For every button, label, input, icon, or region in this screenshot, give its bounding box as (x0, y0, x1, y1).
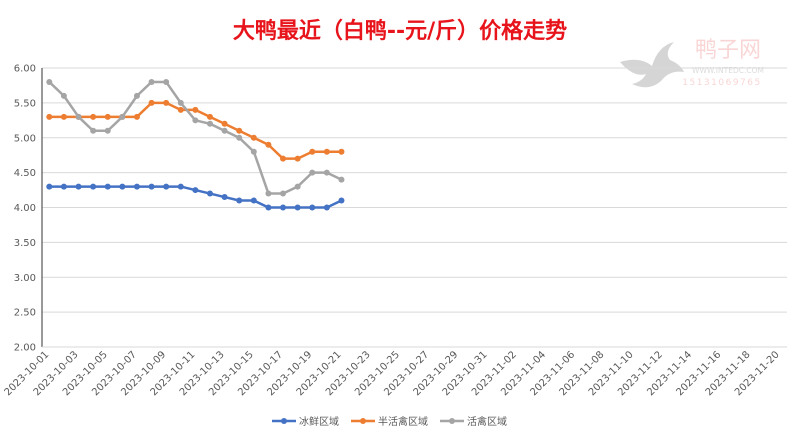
data-point (104, 127, 111, 134)
data-point (104, 183, 111, 190)
legend-item: 活禽区域 (440, 415, 507, 428)
data-point (323, 204, 330, 211)
data-point (206, 120, 213, 127)
data-point (163, 99, 170, 106)
data-point (338, 148, 345, 155)
legend-label: 活禽区域 (467, 415, 507, 428)
legend-label: 冰鲜区域 (299, 415, 339, 428)
data-point (280, 204, 287, 211)
y-tick-label: 6.00 (14, 64, 36, 75)
data-point (250, 197, 257, 204)
y-tick-label: 4.50 (14, 168, 36, 179)
data-point (90, 127, 97, 134)
data-point (46, 183, 53, 190)
data-point (294, 155, 301, 162)
data-point (133, 92, 140, 99)
y-tick-label: 5.50 (14, 98, 36, 109)
data-point (265, 141, 272, 148)
data-point (104, 113, 111, 120)
data-point (323, 148, 330, 155)
data-point (148, 99, 155, 106)
legend-swatch-marker (281, 418, 287, 424)
data-point (46, 113, 53, 120)
data-point (75, 183, 82, 190)
data-point (206, 113, 213, 120)
y-tick-label: 3.00 (14, 273, 36, 284)
data-point (221, 120, 228, 127)
data-point (236, 197, 243, 204)
legend-swatch-marker (360, 418, 366, 424)
legend-label: 半活禽区域 (378, 415, 428, 428)
data-point (177, 99, 184, 106)
data-point (294, 204, 301, 211)
data-point (90, 183, 97, 190)
data-point (280, 190, 287, 197)
data-point (192, 187, 199, 194)
data-point (163, 183, 170, 190)
data-point (75, 113, 82, 120)
data-point (90, 113, 97, 120)
data-point (133, 113, 140, 120)
data-point (250, 134, 257, 141)
watermark: 鸭子网 WWW.INTEDC.COM 15131069765 (620, 38, 764, 88)
legend-item: 半活禽区域 (351, 415, 428, 428)
data-point (250, 148, 257, 155)
data-point (148, 78, 155, 85)
watermark-name: 鸭子网 (695, 38, 761, 63)
data-point (60, 183, 67, 190)
y-tick-label: 3.50 (14, 238, 36, 249)
data-point (236, 134, 243, 141)
data-point (309, 204, 316, 211)
data-point (119, 113, 126, 120)
data-point (309, 148, 316, 155)
data-point (221, 127, 228, 134)
data-point (309, 169, 316, 176)
data-point (192, 106, 199, 113)
data-point (133, 183, 140, 190)
data-point (221, 194, 228, 201)
data-point (265, 204, 272, 211)
data-point (265, 190, 272, 197)
data-point (280, 155, 287, 162)
data-point (119, 183, 126, 190)
data-point (46, 78, 53, 85)
data-point (177, 183, 184, 190)
y-tick-label: 2.50 (14, 308, 36, 319)
watermark-url: WWW.INTEDC.COM (692, 66, 764, 75)
data-point (148, 183, 155, 190)
data-point (338, 197, 345, 204)
data-point (206, 190, 213, 197)
duck-logo-icon (620, 42, 684, 88)
chart-title: 大鸭最近（白鸭--元/斤）价格走势 (233, 18, 567, 44)
data-point (192, 117, 199, 124)
watermark-phone: 15131069765 (682, 78, 762, 88)
data-point (323, 169, 330, 176)
data-point (338, 176, 345, 183)
y-tick-label: 4.00 (14, 203, 36, 214)
legend-item: 冰鲜区域 (272, 415, 339, 428)
data-point (236, 127, 243, 134)
legend-swatch-marker (449, 418, 455, 424)
y-tick-label: 2.00 (14, 343, 36, 354)
data-point (294, 183, 301, 190)
y-tick-label: 5.00 (14, 133, 36, 144)
data-point (163, 78, 170, 85)
data-point (60, 113, 67, 120)
data-point (60, 92, 67, 99)
data-point (177, 106, 184, 113)
